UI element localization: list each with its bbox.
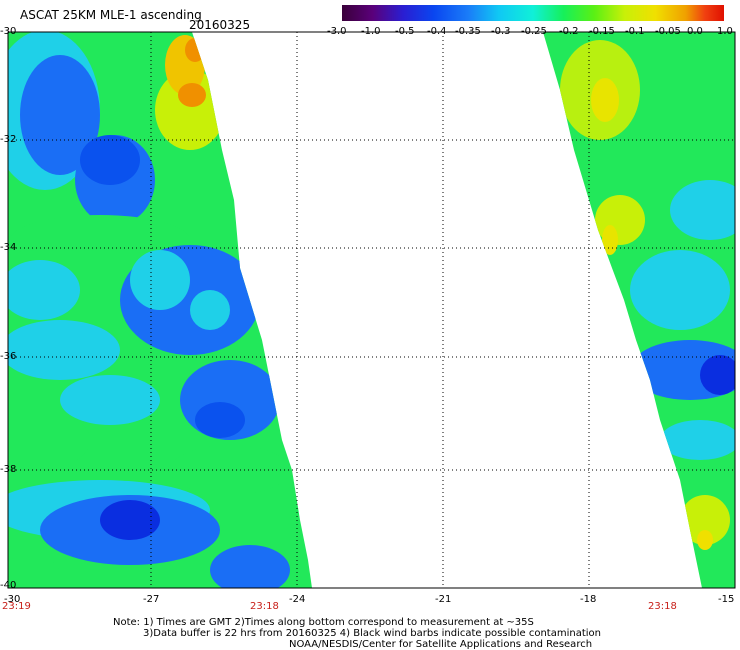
y-axis-label: -34 — [0, 242, 17, 253]
y-axis-label: -40 — [0, 580, 17, 591]
left-swath — [8, 32, 312, 588]
colorbar-label: -0.15 — [589, 26, 615, 37]
colorbar-label: 1.0 — [717, 26, 733, 37]
colorbar-label: -0.25 — [521, 26, 547, 37]
colorbar-label: -0.1 — [625, 26, 645, 37]
y-axis-label: -32 — [0, 134, 17, 145]
colorbar-label: -3.0 — [327, 26, 347, 37]
y-axis-label: -38 — [0, 464, 17, 475]
map-date: 20160325 — [189, 18, 251, 32]
time-label: 23:19 — [2, 601, 31, 612]
x-axis-label: -18 — [580, 594, 597, 605]
colorbar-label: -0.35 — [455, 26, 481, 37]
colorbar-label: -0.5 — [395, 26, 415, 37]
x-axis-label: -30 — [4, 594, 21, 605]
note-line-2: 3)Data buffer is 22 hrs from 20160325 4)… — [143, 628, 601, 639]
map-title: ASCAT 25KM MLE-1 ascending — [20, 8, 202, 22]
note-line-1: Note: 1) Times are GMT 2)Times along bot… — [113, 617, 534, 628]
x-axis-label: -21 — [435, 594, 452, 605]
plot-frame — [7, 31, 736, 589]
grid — [8, 32, 735, 588]
colorbar-label: -0.3 — [491, 26, 511, 37]
x-axis-label: -24 — [289, 594, 306, 605]
note-line-3: NOAA/NESDIS/Center for Satellite Applica… — [289, 639, 593, 650]
colorbar-label: -0.2 — [559, 26, 579, 37]
x-axis-label: -27 — [143, 594, 160, 605]
right-swath — [543, 32, 735, 588]
colorbar-label: -0.05 — [655, 26, 681, 37]
colorbar-labels: -3.0 -1.0 -0.5 -0.4 -0.35 -0.3 -0.25 -0.… — [325, 26, 740, 38]
y-axis-label: -30 — [0, 26, 17, 37]
colorbar-label: 0.0 — [687, 26, 703, 37]
colorbar-label: -1.0 — [361, 26, 381, 37]
time-label: 23:18 — [250, 601, 279, 612]
x-axis-label: -15 — [718, 594, 735, 605]
y-axis-label: -36 — [0, 351, 17, 362]
footnotes: Note: 1) Times are GMT 2)Times along bot… — [113, 617, 601, 650]
time-label: 23:18 — [648, 601, 677, 612]
colorbar-gradient — [342, 5, 724, 21]
colorbar-label: -0.4 — [427, 26, 447, 37]
